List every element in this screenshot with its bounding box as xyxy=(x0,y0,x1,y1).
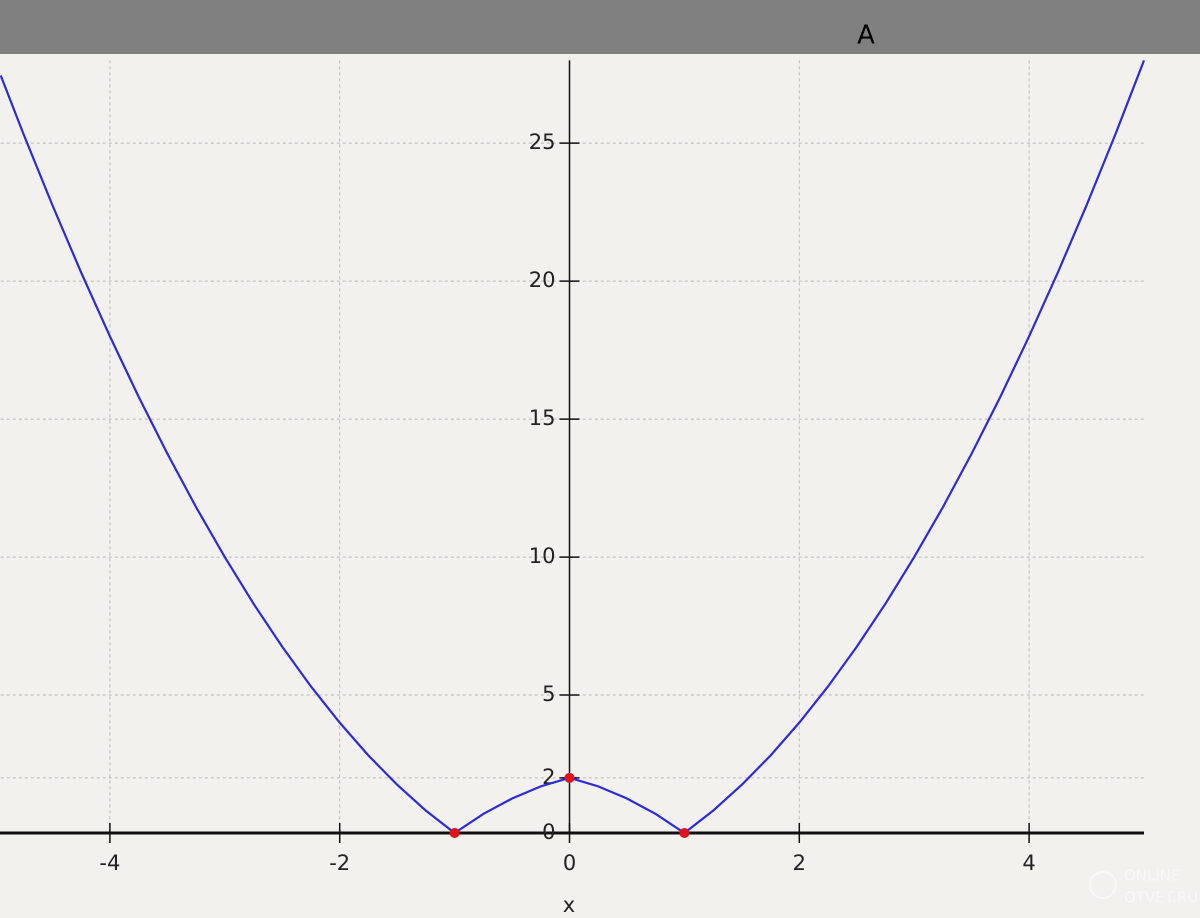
x-tick-label: -2 xyxy=(329,851,350,875)
header-bar xyxy=(0,0,1200,54)
x-tick-label: 0 xyxy=(563,851,576,875)
chart-title: A xyxy=(857,21,875,51)
x-axis-label: x xyxy=(563,893,575,917)
y-tick-label: 0 xyxy=(542,820,555,844)
watermark-text: OTVET.RU xyxy=(1124,889,1198,907)
watermark-icon xyxy=(1089,871,1117,899)
x-tick-label: 4 xyxy=(1022,851,1035,875)
point xyxy=(564,772,575,783)
point xyxy=(679,828,690,839)
y-tick-label: 20 xyxy=(529,268,556,292)
y-tick-label: 15 xyxy=(529,406,556,430)
x-tick-label: -4 xyxy=(99,851,120,875)
watermark-text: ONLINE xyxy=(1124,867,1181,885)
x-tick-label: 2 xyxy=(793,851,806,875)
y-tick-label: 5 xyxy=(542,682,555,706)
y-tick-label: 10 xyxy=(529,544,556,568)
watermark: ONLINE OTVET.RU xyxy=(1089,867,1198,907)
point xyxy=(449,828,460,839)
y-tick-label: 25 xyxy=(529,130,556,154)
curve xyxy=(0,60,1146,835)
